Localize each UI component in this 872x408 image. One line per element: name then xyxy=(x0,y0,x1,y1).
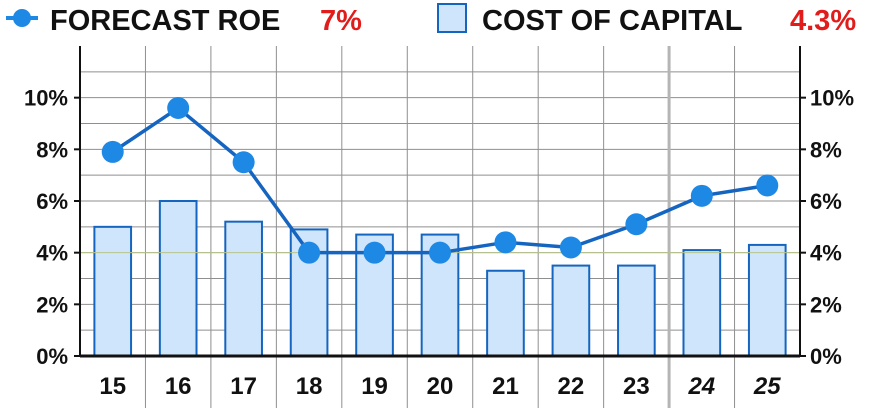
bar-cost-of-capital xyxy=(158,200,198,357)
xtick-label: 16 xyxy=(165,373,192,400)
legend-bar-value: 4.3% xyxy=(790,5,856,37)
ytick-label-left: 4% xyxy=(36,241,68,266)
plot-area: 0% 0% 2% 2% 4% 4% 6% 6% 8% 8% 10% 10% 15 16 17 18 19 20 21… xyxy=(24,46,854,408)
ytick-label-right: 8% xyxy=(810,137,842,162)
ytick-label-right: 4% xyxy=(810,241,842,266)
xtick-label: 25 xyxy=(753,373,781,400)
xtick-label: 21 xyxy=(492,373,519,400)
point-forecast-roe xyxy=(363,241,386,264)
ytick-label-right: 2% xyxy=(810,292,842,317)
legend: FORECAST ROE 7% COST OF CAPITAL 4.3% xyxy=(6,3,856,37)
legend-bar-swatch xyxy=(437,3,467,33)
point-forecast-roe xyxy=(298,241,321,264)
ytick-label-left: 10% xyxy=(24,86,68,111)
xtick-label: 19 xyxy=(361,373,388,400)
legend-line-label: FORECAST ROE xyxy=(50,5,280,37)
ytick-label-left: 6% xyxy=(36,189,68,214)
point-forecast-roe xyxy=(101,140,124,163)
point-forecast-roe xyxy=(494,231,517,254)
xtick-label: 17 xyxy=(230,373,257,400)
bar-cost-of-capital xyxy=(551,264,591,358)
point-forecast-roe xyxy=(232,151,255,174)
ytick-label-right: 6% xyxy=(810,189,842,214)
legend-marker-swatch xyxy=(13,9,31,27)
point-forecast-roe xyxy=(690,184,713,207)
point-forecast-roe xyxy=(429,241,451,264)
bar-cost-of-capital xyxy=(617,264,656,358)
ytick-label-left: 8% xyxy=(36,137,68,162)
ytick-label-left: 2% xyxy=(36,292,68,317)
xtick-label: 18 xyxy=(296,373,323,400)
xtick-label: 15 xyxy=(99,373,126,400)
bar-cost-of-capital xyxy=(224,220,263,357)
ytick-label-right: 10% xyxy=(810,86,854,111)
point-forecast-roe xyxy=(559,236,582,259)
legend-line-value: 7% xyxy=(320,5,362,37)
point-forecast-roe xyxy=(756,174,779,197)
bar-cost-of-capital xyxy=(747,243,787,358)
ytick-label-left: 0% xyxy=(36,344,68,369)
ytick-label-right: 0% xyxy=(810,344,842,369)
bar-cost-of-capital xyxy=(486,269,525,357)
xtick-label: 23 xyxy=(623,373,650,400)
point-forecast-roe xyxy=(167,97,190,119)
xtick-label: 22 xyxy=(558,373,585,400)
bar-cost-of-capital xyxy=(93,225,133,357)
legend-bar-label: COST OF CAPITAL xyxy=(482,5,742,37)
xtick-label: 24 xyxy=(687,373,715,400)
bar-cost-of-capital xyxy=(682,249,722,357)
point-forecast-roe xyxy=(625,213,648,236)
xtick-label: 20 xyxy=(427,373,454,400)
